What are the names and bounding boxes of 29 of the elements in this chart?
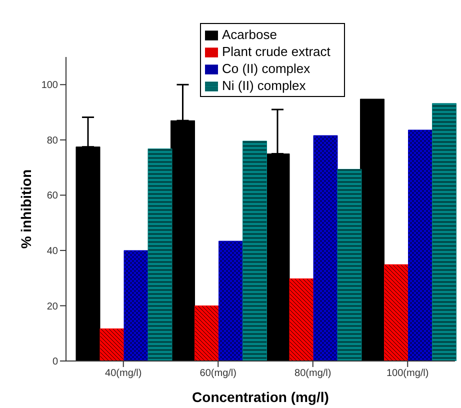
x-tick-label: 60(mg/l)	[200, 368, 236, 380]
y-tick-label: 80	[46, 135, 58, 146]
bar	[337, 168, 362, 361]
legend-label: Plant crude extract	[222, 44, 330, 59]
bar	[289, 278, 314, 361]
y-tick-label: 60	[46, 190, 58, 202]
bar	[100, 328, 124, 361]
y-tick-label: 0	[52, 356, 58, 368]
y-tick-label: 100	[41, 80, 58, 92]
bar	[218, 240, 243, 361]
bar	[194, 305, 219, 361]
x-tick-label: 100(mg/l)	[386, 368, 429, 380]
bar	[408, 130, 432, 361]
bar	[148, 148, 172, 361]
legend-label: Co (II) complex	[222, 61, 310, 76]
x-axis-title: Concentration (mg/l)	[192, 389, 329, 405]
bar	[124, 250, 148, 361]
y-axis-title: % inhibition	[18, 169, 34, 249]
bar	[313, 135, 338, 361]
bar	[432, 103, 456, 361]
y-tick-label: 20	[46, 301, 58, 312]
x-tick-label: 40(mg/l)	[105, 368, 142, 380]
legend-label: Ni (II) complex	[222, 78, 306, 93]
x-tick-label: 80(mg/l)	[294, 368, 332, 380]
bar	[384, 264, 408, 361]
y-tick-label: 40	[46, 246, 58, 258]
legend-label: Acarbose	[222, 27, 277, 42]
bar	[360, 98, 384, 361]
bar	[242, 140, 267, 361]
